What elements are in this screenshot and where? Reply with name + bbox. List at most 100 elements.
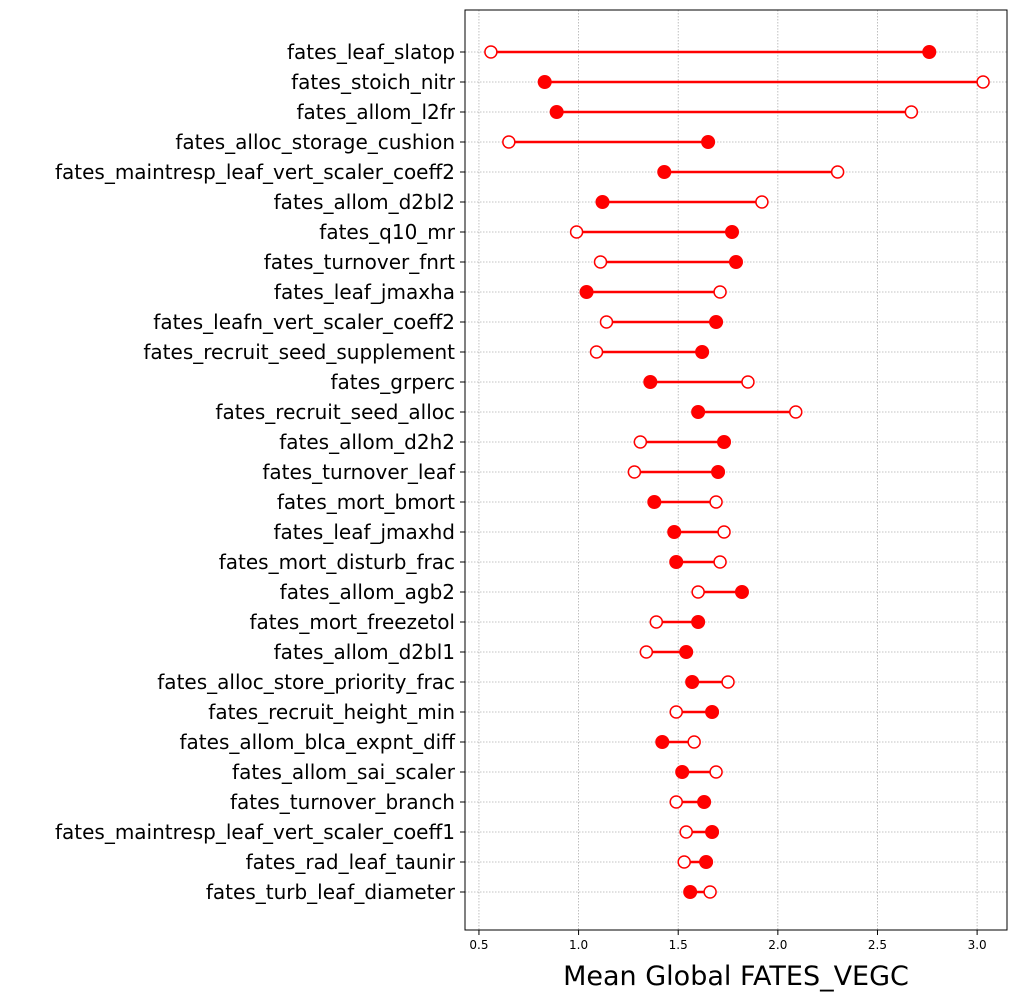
x-axis: 0.5 1.0 1.5 2.0 2.5 3.0 [469, 930, 987, 952]
open-marker [649, 615, 664, 629]
y-tick-label: fates_allom_agb2 [280, 580, 455, 604]
open-marker [633, 435, 648, 449]
open-marker [669, 795, 683, 809]
y-tick-label: fates_recruit_seed_supplement [143, 340, 455, 364]
filled-marker [657, 165, 672, 179]
filled-marker [699, 855, 714, 869]
y-tick-label: fates_recruit_seed_alloc [215, 400, 455, 424]
open-marker [717, 525, 731, 539]
filled-marker [647, 495, 662, 509]
filled-marker [729, 255, 743, 269]
y-tick-label: fates_alloc_storage_cushion [175, 130, 455, 154]
y-tick-label: fates_leaf_slatop [287, 40, 455, 64]
open-marker [741, 375, 755, 389]
open-marker [830, 165, 845, 179]
filled-marker [655, 735, 670, 749]
open-marker [599, 315, 614, 329]
y-tick-label: fates_recruit_height_min [208, 700, 455, 724]
y-tick-label: fates_leaf_jmaxhd [273, 520, 455, 544]
filled-marker [643, 375, 658, 389]
open-marker [713, 555, 727, 569]
plot-area [465, 10, 1007, 930]
filled-marker [691, 405, 706, 419]
filled-marker [695, 345, 710, 359]
filled-marker [922, 45, 937, 59]
y-tick-label: fates_allom_d2bl2 [274, 190, 455, 214]
open-marker [713, 285, 727, 299]
filled-marker [725, 225, 740, 239]
y-tick-label: fates_alloc_store_priority_frac [157, 670, 455, 694]
filled-marker [711, 465, 726, 479]
open-marker [721, 675, 735, 689]
filled-marker [675, 765, 690, 779]
filled-marker [734, 585, 749, 599]
open-marker [691, 585, 705, 599]
y-tick-label: fates_turnover_branch [230, 790, 455, 814]
x-tick-label: 0.5 [469, 938, 488, 952]
filled-marker [537, 75, 552, 89]
x-tick-label: 2.0 [768, 938, 787, 952]
filled-marker [579, 285, 594, 299]
open-marker [709, 495, 723, 509]
open-marker [677, 855, 691, 869]
x-tick-label: 3.0 [968, 938, 987, 952]
y-tick-label: fates_maintresp_leaf_vert_scaler_coeff1 [55, 820, 455, 844]
open-marker [703, 885, 717, 899]
open-marker [627, 465, 642, 479]
y-tick-label: fates_maintresp_leaf_vert_scaler_coeff2 [55, 160, 455, 184]
y-tick-label: fates_allom_blca_expnt_diff [180, 730, 457, 754]
filled-marker [595, 195, 610, 209]
filled-marker [705, 705, 720, 719]
y-tick-label: fates_turb_leaf_diameter [206, 880, 456, 904]
open-marker [484, 45, 498, 59]
x-tick-label: 1.0 [569, 938, 588, 952]
filled-marker [701, 135, 716, 149]
range-lines [490, 50, 984, 894]
filled-marker [669, 555, 684, 569]
y-tick-label: fates_allom_d2bl1 [274, 640, 455, 664]
open-marker [904, 105, 919, 119]
open-marker [789, 405, 803, 419]
y-tick-label: fates_stoich_nitr [291, 70, 456, 94]
filled-marker [549, 105, 564, 119]
y-tick-label: fates_allom_sai_scaler [232, 760, 456, 784]
y-tick-label: fates_mort_bmort [277, 490, 455, 514]
open-marker [569, 225, 584, 239]
open-marker [709, 765, 723, 779]
filled-marker [705, 825, 720, 839]
y-tick-label: fates_turnover_fnrt [264, 250, 455, 274]
filled-marker [679, 645, 694, 659]
filled-marker [717, 435, 732, 449]
open-marker [502, 135, 516, 149]
filled-marker [691, 615, 706, 629]
x-tick-label: 1.5 [669, 938, 688, 952]
filled-marker [685, 675, 700, 689]
x-axis-label: Mean Global FATES_VEGC [563, 961, 909, 992]
y-tick-label: fates_allom_l2fr [297, 100, 456, 124]
open-marker [589, 345, 604, 359]
y-tick-label: fates_grperc [330, 370, 455, 394]
open-marker [593, 255, 608, 269]
filled-marker [697, 795, 712, 809]
filled-marker [667, 525, 682, 539]
y-tick-label: fates_mort_freezetol [249, 610, 455, 634]
markers [484, 45, 990, 899]
open-marker [639, 645, 654, 659]
open-marker [976, 75, 990, 89]
y-tick-label: fates_turnover_leaf [262, 460, 456, 484]
y-tick-label: fates_leafn_vert_scaler_coeff2 [153, 310, 455, 334]
y-axis: fates_leaf_slatop fates_stoich_nitr fates_… [55, 40, 465, 904]
open-marker [679, 825, 693, 839]
y-tick-label: fates_mort_disturb_frac [219, 550, 455, 574]
y-tick-label: fates_allom_d2h2 [279, 430, 455, 454]
y-tick-label: fates_rad_leaf_taunir [246, 850, 456, 874]
plot-frame [464, 9, 1008, 931]
open-marker [669, 705, 683, 719]
x-tick-label: 2.5 [868, 938, 887, 952]
y-tick-label: fates_q10_mr [319, 220, 455, 244]
filled-marker [683, 885, 698, 899]
y-tick-label: fates_leaf_jmaxha [274, 280, 455, 304]
filled-marker [709, 315, 724, 329]
open-marker [755, 195, 769, 209]
